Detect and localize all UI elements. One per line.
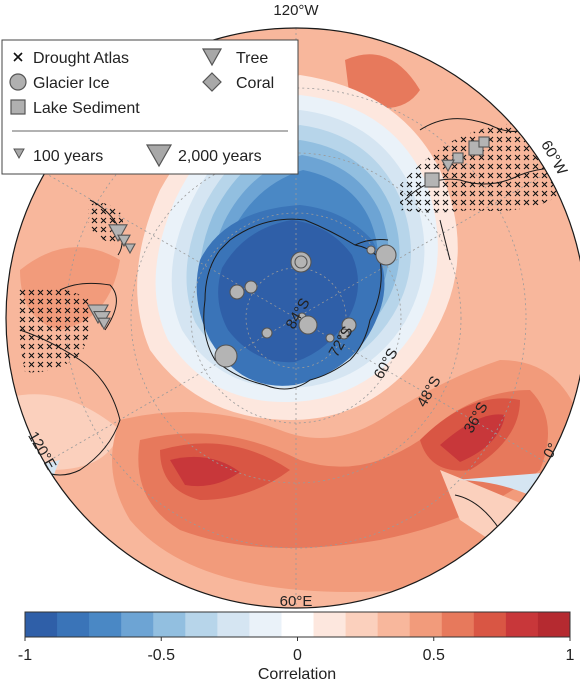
colorbar-tick-label: 0.5 — [423, 647, 445, 664]
legend-label: Coral — [236, 75, 274, 92]
colorbar-swatch — [281, 612, 315, 637]
small-triangle-icon — [13, 148, 25, 160]
square-icon — [10, 99, 26, 115]
colorbar-swatch — [473, 612, 507, 637]
colorbar-swatch — [185, 612, 218, 637]
cross-icon — [13, 52, 23, 62]
tree-marker — [124, 243, 136, 255]
legend-label: Glacier Ice — [33, 75, 110, 92]
glacier-ice-marker — [229, 284, 245, 300]
colorbar-tick-label: 0 — [293, 647, 302, 664]
colorbar-swatch — [25, 612, 58, 637]
legend: Drought Atlas Tree Glacier Ice Coral Lak… — [1, 39, 299, 175]
colorbar-label: Correlation — [258, 666, 336, 683]
legend-lake-sediment: Lake Sediment — [10, 99, 140, 117]
legend-100-years: 100 years — [13, 148, 103, 165]
colorbar-swatch — [57, 612, 90, 637]
colorbar-tick-label: -1 — [18, 647, 32, 664]
triangle-down-icon — [201, 48, 223, 67]
legend-2000-years: 2,000 years — [145, 144, 262, 168]
large-triangle-icon — [145, 144, 173, 168]
legend-label: Drought Atlas — [33, 50, 129, 67]
colorbar-swatch — [249, 612, 282, 637]
glacier-ice-marker — [294, 255, 308, 269]
glacier-ice-marker — [298, 315, 318, 335]
colorbar-swatches — [25, 612, 571, 637]
lon-label-60e: 60°E — [280, 593, 313, 610]
diamond-icon — [202, 72, 222, 92]
legend-label: Tree — [236, 50, 268, 67]
glacier-ice-marker — [244, 280, 258, 294]
tree-marker — [441, 159, 455, 173]
colorbar-tick-label: -0.5 — [147, 647, 175, 664]
legend-label: 2,000 years — [178, 148, 262, 165]
colorbar-swatch — [313, 612, 347, 637]
glacier-ice-marker — [325, 333, 335, 343]
legend-label: 100 years — [33, 148, 103, 165]
colorbar-ticks: -1 -0.5 0 0.5 1 — [18, 637, 575, 664]
circle-icon — [9, 73, 27, 91]
colorbar-swatch — [153, 612, 186, 637]
glacier-ice-marker — [214, 344, 238, 368]
glacier-ice-marker — [261, 327, 273, 339]
legend-box — [1, 39, 299, 175]
map-boundary — [5, 27, 580, 609]
legend-tree: Tree — [201, 48, 268, 67]
colorbar-swatch — [217, 612, 250, 637]
colorbar-swatch — [377, 612, 411, 637]
colorbar-swatch — [345, 612, 379, 637]
glacier-ice-marker — [338, 328, 350, 340]
lake-sediment-marker — [452, 152, 464, 164]
colorbar-swatch — [537, 612, 571, 637]
colorbar-swatch — [89, 612, 122, 637]
lon-label-120w: 120°W — [273, 2, 319, 19]
proxy-markers — [87, 136, 490, 368]
legend-glacier-ice: Glacier Ice — [9, 73, 110, 92]
glacier-ice-marker — [375, 244, 397, 266]
colorbar: -1 -0.5 0 0.5 1 Correlation — [18, 611, 575, 683]
tree-marker — [97, 317, 111, 331]
legend-label: Lake Sediment — [33, 100, 140, 117]
colorbar-swatch — [121, 612, 154, 637]
colorbar-swatch — [441, 612, 475, 637]
lake-sediment-marker — [478, 136, 490, 148]
tree-marker — [108, 224, 128, 243]
tree-marker — [117, 234, 131, 248]
colorbar-tick-label: 1 — [566, 647, 575, 664]
legend-coral: Coral — [202, 72, 274, 92]
glacier-ice-marker — [366, 245, 376, 255]
lake-sediment-marker — [424, 172, 440, 188]
legend-drought-atlas: Drought Atlas — [13, 50, 129, 67]
colorbar-swatch — [505, 612, 539, 637]
colorbar-swatch — [409, 612, 443, 637]
